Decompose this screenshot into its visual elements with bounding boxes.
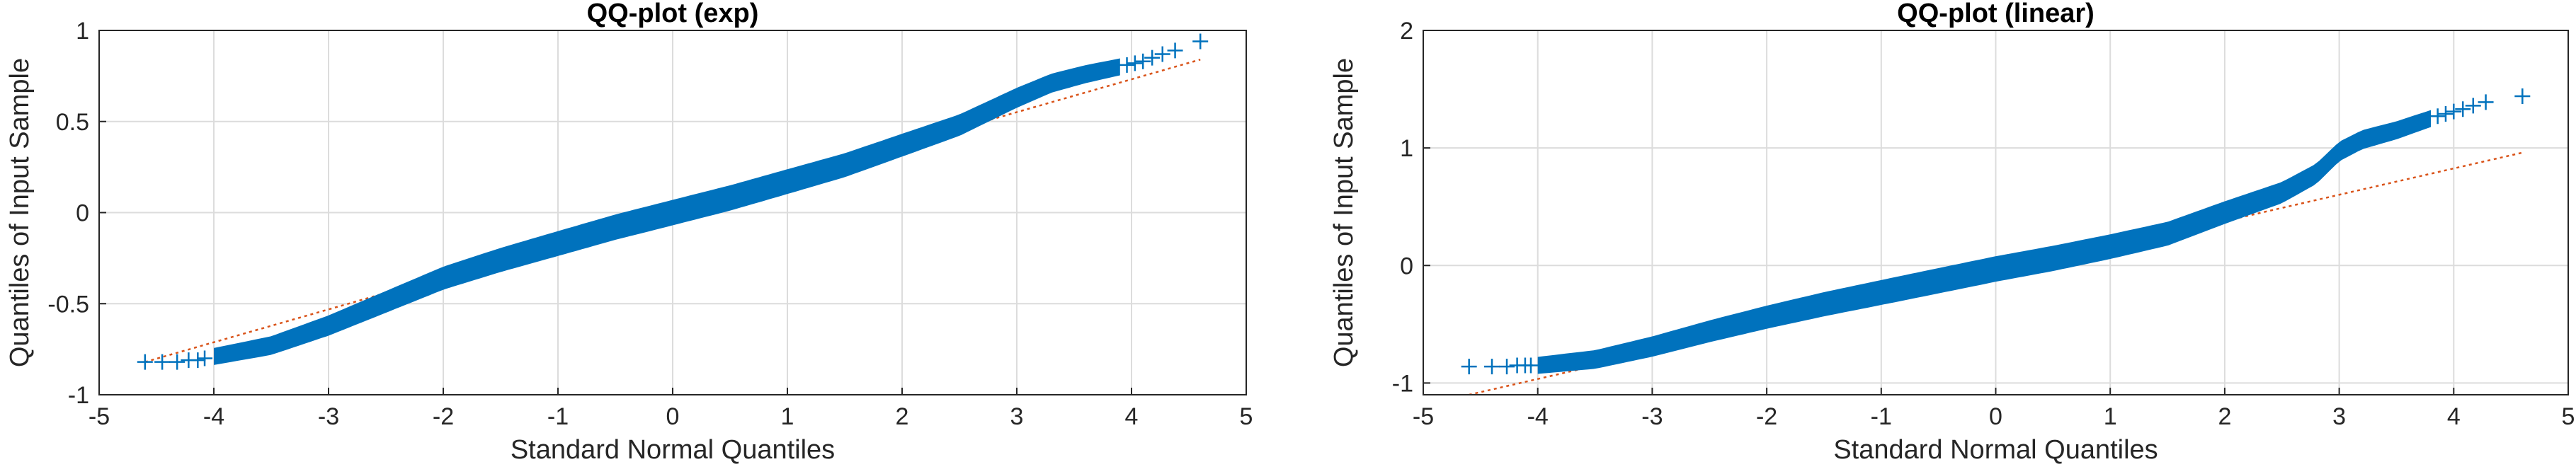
x-tick-label: -1 [1871,403,1892,430]
x-tick-label: -5 [1413,403,1434,430]
y-axis-label: Quantiles of Input Sample [1329,58,1359,367]
plot-area [137,33,1209,370]
x-tick-label: -2 [433,403,454,430]
x-tick-label: 2 [896,403,909,430]
y-tick-label: 0 [76,200,89,227]
x-tick-label: 1 [781,403,794,430]
data-point [1499,359,1515,375]
x-tick-label: 4 [2447,403,2461,430]
x-tick-label: -5 [89,403,110,430]
y-tick-label: -1 [68,382,89,409]
data-point [1154,46,1170,62]
chart-title: QQ-plot (exp) [587,0,759,28]
x-tick-label: 5 [1240,403,1253,430]
y-tick-label: 1 [1400,135,1413,162]
grid [1423,30,2569,395]
qq-plot-linear-chart: -5 -4 -3 -2 -1 0 1 2 3 4 5 -1 0 1 2 QQ-plot (linear) Sta… [1329,0,2575,465]
data-point [2465,98,2481,114]
tail-markers [1461,88,2531,375]
data-point [169,354,186,370]
data-band [1537,110,2431,374]
data-point [2446,103,2462,120]
x-tick-label: 1 [2104,403,2117,430]
x-axis-label: Standard Normal Quantiles [1833,435,2158,465]
x-tick-label: -1 [547,403,569,430]
x-tick-label: 0 [1989,403,2002,430]
tail-markers [137,33,1209,370]
x-tick-label: 2 [2218,403,2231,430]
x-tick-label: -4 [1527,403,1549,430]
data-point [2478,94,2494,110]
plot-area [1461,88,2531,395]
data-point [2437,105,2454,122]
x-tick-label: 5 [2562,403,2575,430]
data-point [2429,108,2446,125]
y-tick-label: -1 [1392,370,1413,397]
x-tick-label: -4 [203,403,224,430]
data-point [1127,55,1143,71]
data-band [214,58,1120,365]
data-point [1167,42,1183,59]
x-tick-label: -3 [1641,403,1663,430]
data-point [197,350,213,366]
y-tick-label: 2 [1400,18,1413,45]
y-tick-label: 0 [1400,253,1413,279]
y-tick-label: 1 [76,18,89,45]
data-point [137,354,153,370]
y-tick-label: 0.5 [56,109,89,136]
x-tick-label: -3 [318,403,339,430]
data-point [2455,101,2471,117]
data-point [1523,357,1539,374]
x-tick-label: 0 [666,403,680,430]
y-axis-label: Quantiles of Input Sample [5,58,35,367]
qq-plot-exp-chart: -5 -4 -3 -2 -1 0 1 2 3 4 5 -1 -0.5 0 0.5 1 QQ-plot (exp)… [5,0,1253,465]
data-point [1135,53,1151,69]
x-tick-label: 3 [2332,403,2346,430]
data-point [1192,33,1209,50]
y-tick-label: -0.5 [47,291,89,318]
data-point [190,352,206,369]
data-point [2514,88,2531,105]
x-tick-label: -2 [1756,403,1777,430]
data-point [1461,359,1477,375]
data-point [1484,359,1500,375]
data-point [1119,57,1135,73]
data-point [1144,50,1161,66]
data-point [154,354,171,370]
chart-title: QQ-plot (linear) [1897,0,2095,28]
x-tick-label: 4 [1125,403,1139,430]
x-axis-label: Standard Normal Quantiles [511,435,835,465]
x-tick-label: 3 [1010,403,1024,430]
